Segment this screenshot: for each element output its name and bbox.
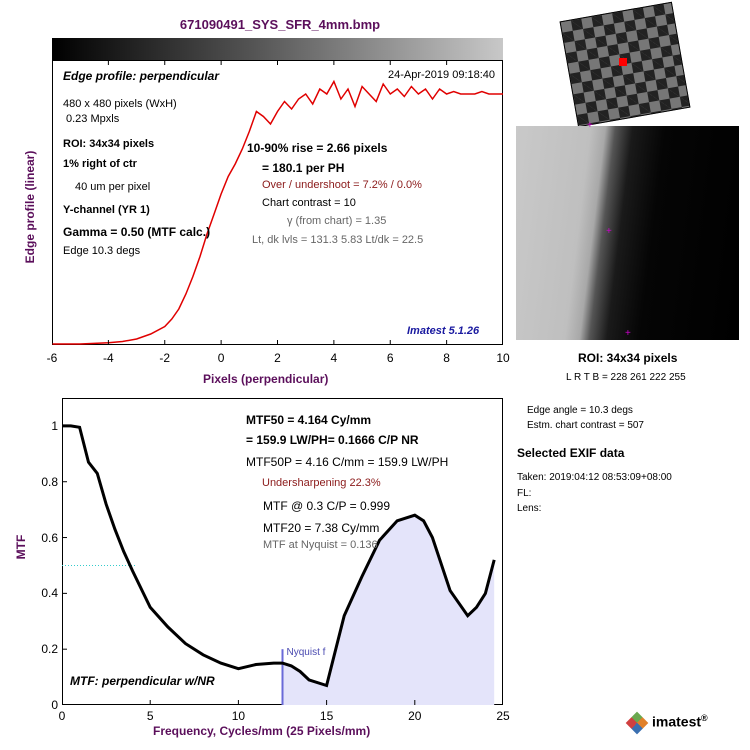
edge-date: 24-Apr-2019 09:18:40 xyxy=(388,69,496,81)
edge-xtick-label: 0 xyxy=(217,351,225,365)
file-title: 671090491_SYS_SFR_4mm.bmp xyxy=(179,17,381,32)
mtf-xtick-label: 20 xyxy=(408,709,422,723)
roi-title: ROI: 34x34 pixels xyxy=(578,351,678,365)
mtf-xtick-label: 15 xyxy=(319,709,334,723)
info-edge: Edge 10.3 degs xyxy=(63,245,141,257)
info-location: 1% right of ctr xyxy=(63,158,137,170)
undersharpening: Undersharpening 22.3% xyxy=(262,477,381,489)
mtf-line xyxy=(62,424,496,688)
info-gamma: Gamma = 0.50 (MTF calc.) xyxy=(63,225,211,239)
marker-bottom: + xyxy=(625,328,631,339)
info-mpxls: 0.23 Mpxls xyxy=(66,113,120,125)
exif-fl: FL: xyxy=(517,488,532,499)
edge-xtick-label: -2 xyxy=(159,351,171,365)
edge-ylabel: Edge profile (linear) xyxy=(23,150,37,264)
estm-contrast: Estm. chart contrast = 507 xyxy=(527,420,644,431)
beyond-nyquist-area xyxy=(282,515,495,705)
exif-title: Selected EXIF data xyxy=(517,446,625,460)
mtf50: MTF50 = 4.164 Cy/mm xyxy=(246,413,372,427)
mtf-xtick-label: 25 xyxy=(496,709,510,723)
edge-xtick-label: -4 xyxy=(103,351,114,365)
edge-xtick-label: 6 xyxy=(386,351,394,365)
mtf50p: MTF50P = 4.16 C/mm = 159.9 LW/PH xyxy=(246,455,449,469)
exif-taken: Taken: 2019:04:12 08:53:09+08:00 xyxy=(517,472,672,483)
mtf-ytick-label: 0 xyxy=(51,698,58,712)
mtf-chart: Nyquist f MTF50 = 4.164 Cy/mm = 159.9 LW… xyxy=(0,395,515,745)
edge-plot-frame xyxy=(52,60,503,345)
marker-mid: + xyxy=(606,226,612,237)
edge-profile-line xyxy=(52,79,503,345)
mtf-plot-svg: Nyquist f xyxy=(62,424,503,705)
edge-plot-svg xyxy=(52,60,503,345)
mtf-xtick-label: 0 xyxy=(58,709,66,723)
mtf-xtick-label: 5 xyxy=(146,709,154,723)
edge-xtick-label: 10 xyxy=(496,351,510,365)
mtf50-lw: = 159.9 LW/PH= 0.1666 C/P NR xyxy=(246,433,419,447)
info-um: 40 um per pixel xyxy=(75,181,151,193)
info-channel: Y-channel (YR 1) xyxy=(63,204,150,216)
mtf-ytick-label: 0.8 xyxy=(41,474,58,489)
edge-profile-chart: Edge profile: perpendicular 24-Apr-2019 … xyxy=(0,60,515,400)
mtf-ytick-label: 0.2 xyxy=(41,642,58,657)
per-ph: = 180.1 per PH xyxy=(262,161,345,175)
edge-angle: Edge angle = 10.3 degs xyxy=(527,405,633,416)
gamma-chart: γ (from chart) = 1.35 xyxy=(287,215,387,227)
roi-marker xyxy=(619,58,627,66)
gradient-strip xyxy=(52,38,503,60)
edge-xtick-label: -6 xyxy=(46,351,58,365)
mtf-ylabel: MTF xyxy=(14,534,28,560)
marker-top: + xyxy=(587,120,593,131)
mtf-xtick-label: 10 xyxy=(231,709,246,723)
mtf-ytick-label: 0.4 xyxy=(41,586,58,601)
mtf-nyquist: MTF at Nyquist = 0.136 xyxy=(263,539,378,551)
edge-xtick-label: 8 xyxy=(443,351,450,365)
info-roi: ROI: 34x34 pixels xyxy=(63,138,155,150)
edge-heading: Edge profile: perpendicular xyxy=(63,69,220,83)
edge-xtick-label: 4 xyxy=(330,351,338,365)
mtf-at: MTF @ 0.3 C/P = 0.999 xyxy=(263,499,391,513)
mtf-ytick-label: 1 xyxy=(51,418,58,433)
levels: Lt, dk lvls = 131.3 5.83 Lt/dk = 22.5 xyxy=(252,234,424,246)
edge-xlabel: Pixels (perpendicular) xyxy=(203,372,329,386)
info-pixels: 480 x 480 pixels (WxH) xyxy=(63,98,177,110)
edge-xtick-label: 2 xyxy=(274,351,281,365)
rise-value: 10-90% rise = 2.66 pixels xyxy=(247,141,388,155)
imatest-logo-icon xyxy=(625,711,649,735)
imatest-version: Imatest 5.1.26 xyxy=(407,325,480,337)
roi-image xyxy=(516,126,739,340)
overshoot: Over / undershoot = 7.2% / 0.0% xyxy=(262,179,422,191)
mtf20: MTF20 = 7.38 Cy/mm xyxy=(263,521,380,535)
mtf-ytick-label: 0.6 xyxy=(41,530,58,545)
imatest-logo: imatest® xyxy=(652,713,708,730)
roi-coords: L R T B = 228 261 222 255 xyxy=(566,372,686,383)
mtf-caption: MTF: perpendicular w/NR xyxy=(70,674,215,688)
exif-lens: Lens: xyxy=(517,503,542,514)
mtf-xlabel: Frequency, Cycles/mm (25 Pixels/mm) xyxy=(153,724,371,738)
nyquist-label: Nyquist f xyxy=(287,647,326,658)
chart-contrast: Chart contrast = 10 xyxy=(262,197,356,209)
